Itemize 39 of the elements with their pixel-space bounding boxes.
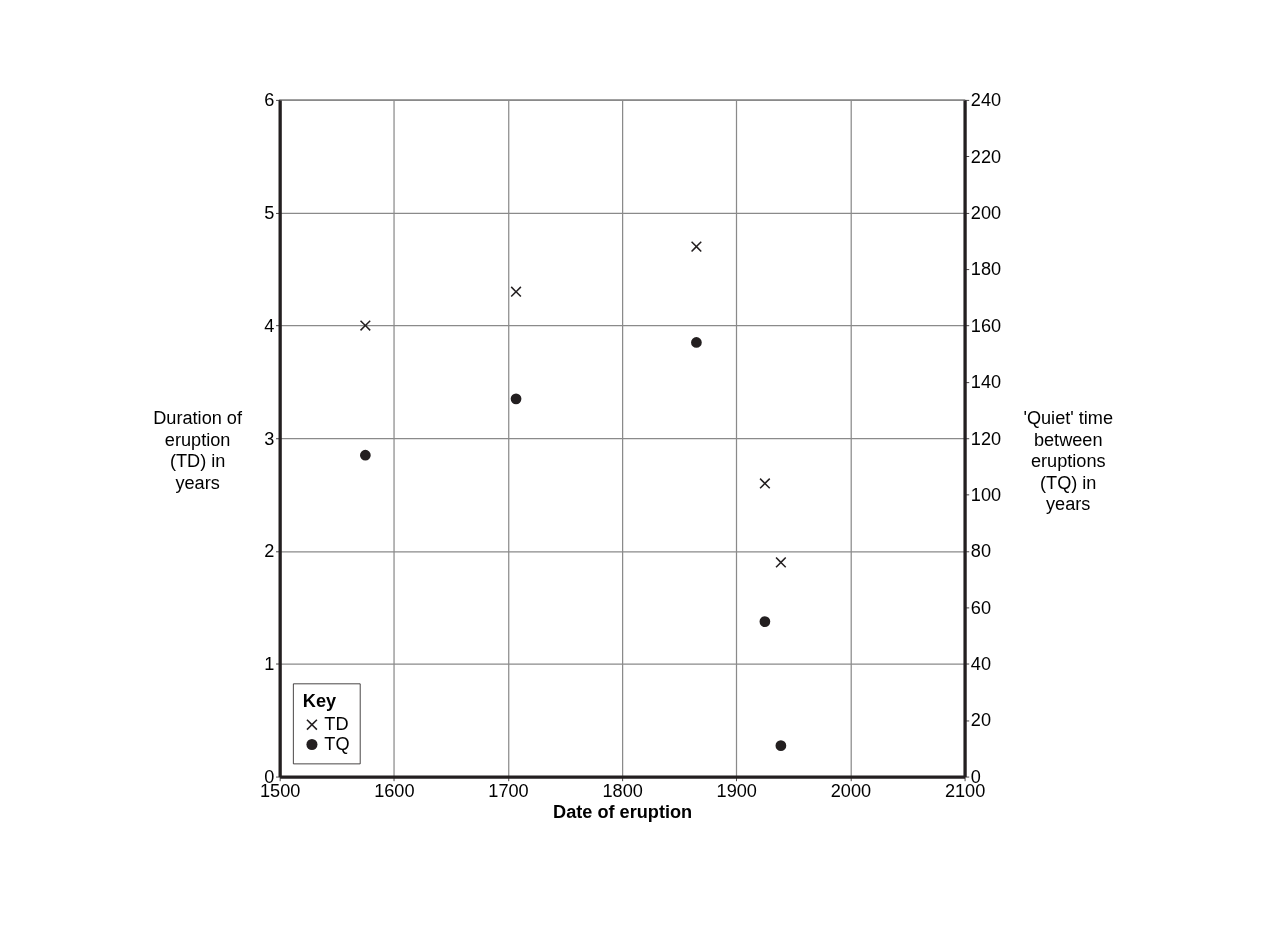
legend-title: Key	[302, 691, 337, 712]
y2-tick-label: 20	[970, 710, 992, 731]
point	[775, 557, 787, 568]
y-tick-label: 2	[264, 541, 275, 562]
y2-tick-label: 180	[970, 259, 1002, 280]
y2-tick-label: 140	[970, 372, 1002, 393]
y-axis-title: Duration of eruption (TD) in years	[153, 408, 243, 493]
y-tick-label: 4	[264, 315, 275, 336]
point	[359, 449, 371, 461]
y2-tick-label: 240	[970, 90, 1002, 111]
legend-label: TD	[324, 714, 349, 735]
y-tick-label: 5	[264, 202, 275, 223]
point	[510, 393, 522, 405]
y2-tick-label: 220	[970, 146, 1002, 167]
point	[510, 286, 522, 298]
point	[691, 241, 702, 252]
y2-tick-label: 40	[970, 654, 992, 675]
y-tick-label: 1	[264, 654, 275, 675]
y-tick-label: 3	[264, 428, 275, 449]
point	[775, 740, 787, 752]
y2-tick-label: 80	[970, 541, 992, 562]
y2-tick-label: 60	[970, 597, 992, 618]
y2-axis-title: 'Quiet' time between eruptions (TQ) in years	[1023, 408, 1114, 515]
point	[359, 320, 371, 331]
point	[759, 478, 771, 489]
y-tick-label: 6	[264, 90, 275, 111]
point	[759, 616, 771, 627]
x-tick-label: 1600	[374, 780, 415, 801]
legend-label: TQ	[324, 734, 350, 755]
x-tick-label: 1800	[602, 780, 643, 801]
y2-tick-label: 160	[970, 315, 1002, 336]
x-tick-label: 1900	[716, 780, 757, 801]
x-tick-label: 2000	[830, 780, 872, 801]
y2-tick-label: 100	[970, 484, 1002, 505]
y2-tick-label: 120	[970, 428, 1002, 449]
y2-tick-label: 200	[970, 202, 1002, 223]
x-tick-label: 1700	[488, 780, 529, 801]
x-axis-title: Date of eruption	[553, 801, 693, 822]
point	[691, 337, 702, 348]
